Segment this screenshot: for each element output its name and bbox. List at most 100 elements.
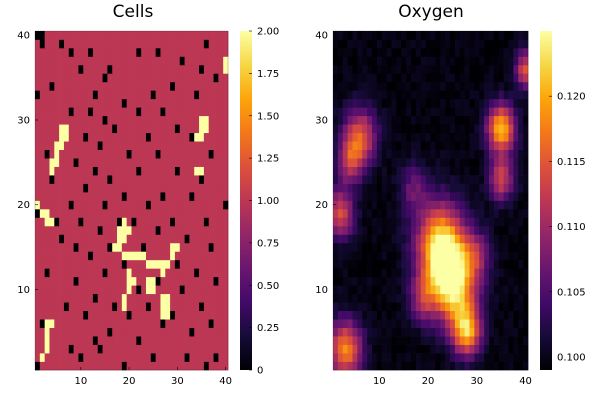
heatmap-cell xyxy=(141,200,147,210)
heatmap-cell xyxy=(396,90,402,100)
heatmap-cell xyxy=(425,344,431,354)
heatmap-cell xyxy=(347,234,353,244)
heatmap-cell xyxy=(44,285,50,295)
heatmap-cell xyxy=(170,47,176,57)
heatmap-cell xyxy=(117,327,123,337)
heatmap-cell xyxy=(474,259,480,269)
heatmap-cell xyxy=(381,192,387,201)
heatmap-cell xyxy=(199,276,205,286)
heatmap-cell xyxy=(367,166,373,176)
heatmap-cell xyxy=(386,353,392,362)
heatmap-cell xyxy=(464,183,470,193)
heatmap-cell xyxy=(484,344,490,354)
heatmap-cell xyxy=(88,225,94,235)
heatmap-cell xyxy=(523,310,529,320)
heatmap-cell xyxy=(508,242,514,252)
heatmap-cell xyxy=(347,73,353,83)
heatmap-cell xyxy=(503,217,509,227)
heatmap-cell xyxy=(411,259,417,269)
heatmap-cell xyxy=(141,234,147,244)
heatmap-cell xyxy=(44,200,50,210)
heatmap-cell xyxy=(372,56,378,66)
heatmap-cell xyxy=(430,175,436,184)
heatmap-cell xyxy=(54,251,60,261)
heatmap-cell xyxy=(435,107,441,117)
heatmap-cell xyxy=(194,251,200,261)
heatmap-cell xyxy=(88,293,94,303)
heatmap-cell xyxy=(189,183,195,193)
heatmap-cell xyxy=(411,293,417,303)
heatmap-cell xyxy=(199,208,205,218)
heatmap-cell xyxy=(508,149,514,159)
heatmap-cell xyxy=(213,81,219,91)
heatmap-cell xyxy=(489,293,495,303)
heatmap-cell xyxy=(381,285,387,295)
heatmap-cell xyxy=(213,242,219,252)
heatmap-cell xyxy=(454,361,461,371)
heatmap-cell xyxy=(508,166,514,176)
heatmap-cell xyxy=(145,175,152,184)
heatmap-cell xyxy=(141,98,147,108)
heatmap-cell xyxy=(489,124,495,134)
heatmap-cell xyxy=(518,251,524,261)
heatmap-cell xyxy=(213,149,219,159)
heatmap-cell xyxy=(454,234,461,244)
heatmap-cell xyxy=(145,81,152,91)
heatmap-cell xyxy=(352,47,358,57)
heatmap-cell xyxy=(513,353,519,362)
heatmap-cell xyxy=(503,64,509,74)
heatmap-cell xyxy=(459,302,465,312)
heatmap-cell xyxy=(73,115,79,125)
heatmap-cell xyxy=(54,107,60,117)
heatmap-cell xyxy=(49,81,55,91)
heatmap-cell xyxy=(372,302,378,312)
heatmap-cell xyxy=(372,251,378,261)
heatmap-cell xyxy=(498,276,504,286)
heatmap-cell xyxy=(489,56,495,66)
heatmap-cell xyxy=(179,234,185,244)
heatmap-cell xyxy=(430,310,436,320)
heatmap-cell xyxy=(391,276,397,286)
heatmap-cell xyxy=(88,115,94,125)
heatmap-cell xyxy=(493,166,500,176)
heatmap-cell xyxy=(435,361,441,371)
heatmap-cell xyxy=(199,217,205,227)
heatmap-cell xyxy=(372,293,378,303)
colorbar-tick-label: 0.25 xyxy=(257,323,279,334)
heatmap-cell xyxy=(179,353,185,362)
heatmap-cell xyxy=(203,242,210,252)
heatmap-cell xyxy=(112,141,118,150)
heatmap-cell xyxy=(44,183,50,193)
heatmap-cell xyxy=(39,158,45,167)
heatmap-cell xyxy=(179,81,185,91)
heatmap-cell xyxy=(68,115,74,125)
heatmap-cell xyxy=(39,302,45,312)
heatmap-cell xyxy=(508,98,514,108)
heatmap-cell xyxy=(203,251,210,261)
heatmap-cell xyxy=(155,31,161,40)
heatmap-cell xyxy=(484,217,490,227)
heatmap-cell xyxy=(489,149,495,159)
heatmap-cell xyxy=(381,293,387,303)
heatmap-cell xyxy=(184,251,190,261)
heatmap-cell xyxy=(194,310,200,320)
heatmap-cell xyxy=(333,141,339,150)
heatmap-cell xyxy=(435,56,441,66)
heatmap-cell xyxy=(484,293,490,303)
heatmap-cell xyxy=(440,81,446,91)
heatmap-cell xyxy=(450,217,456,227)
heatmap-cell xyxy=(189,336,195,345)
heatmap-cell xyxy=(208,158,214,167)
heatmap-cell xyxy=(498,319,504,328)
heatmap-cell xyxy=(498,208,504,218)
heatmap-cell xyxy=(208,251,214,261)
heatmap-cell xyxy=(411,336,417,345)
heatmap-cell xyxy=(78,200,84,210)
heatmap-cell xyxy=(493,158,500,167)
heatmap-cell xyxy=(170,31,176,40)
heatmap-cell xyxy=(450,327,456,337)
heatmap-cell xyxy=(450,259,456,269)
heatmap-cell xyxy=(174,81,181,91)
heatmap-cell xyxy=(141,217,147,227)
heatmap-cell xyxy=(508,234,514,244)
